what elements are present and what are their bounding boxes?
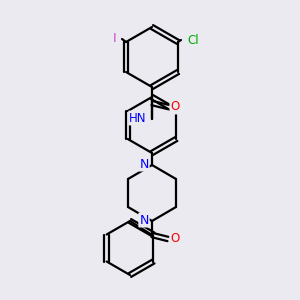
Text: N: N <box>139 158 149 170</box>
Text: HN: HN <box>129 112 147 124</box>
Text: O: O <box>170 232 180 245</box>
Text: Cl: Cl <box>187 34 199 46</box>
Text: I: I <box>113 32 117 46</box>
Text: N: N <box>139 214 149 226</box>
Text: O: O <box>170 100 180 113</box>
